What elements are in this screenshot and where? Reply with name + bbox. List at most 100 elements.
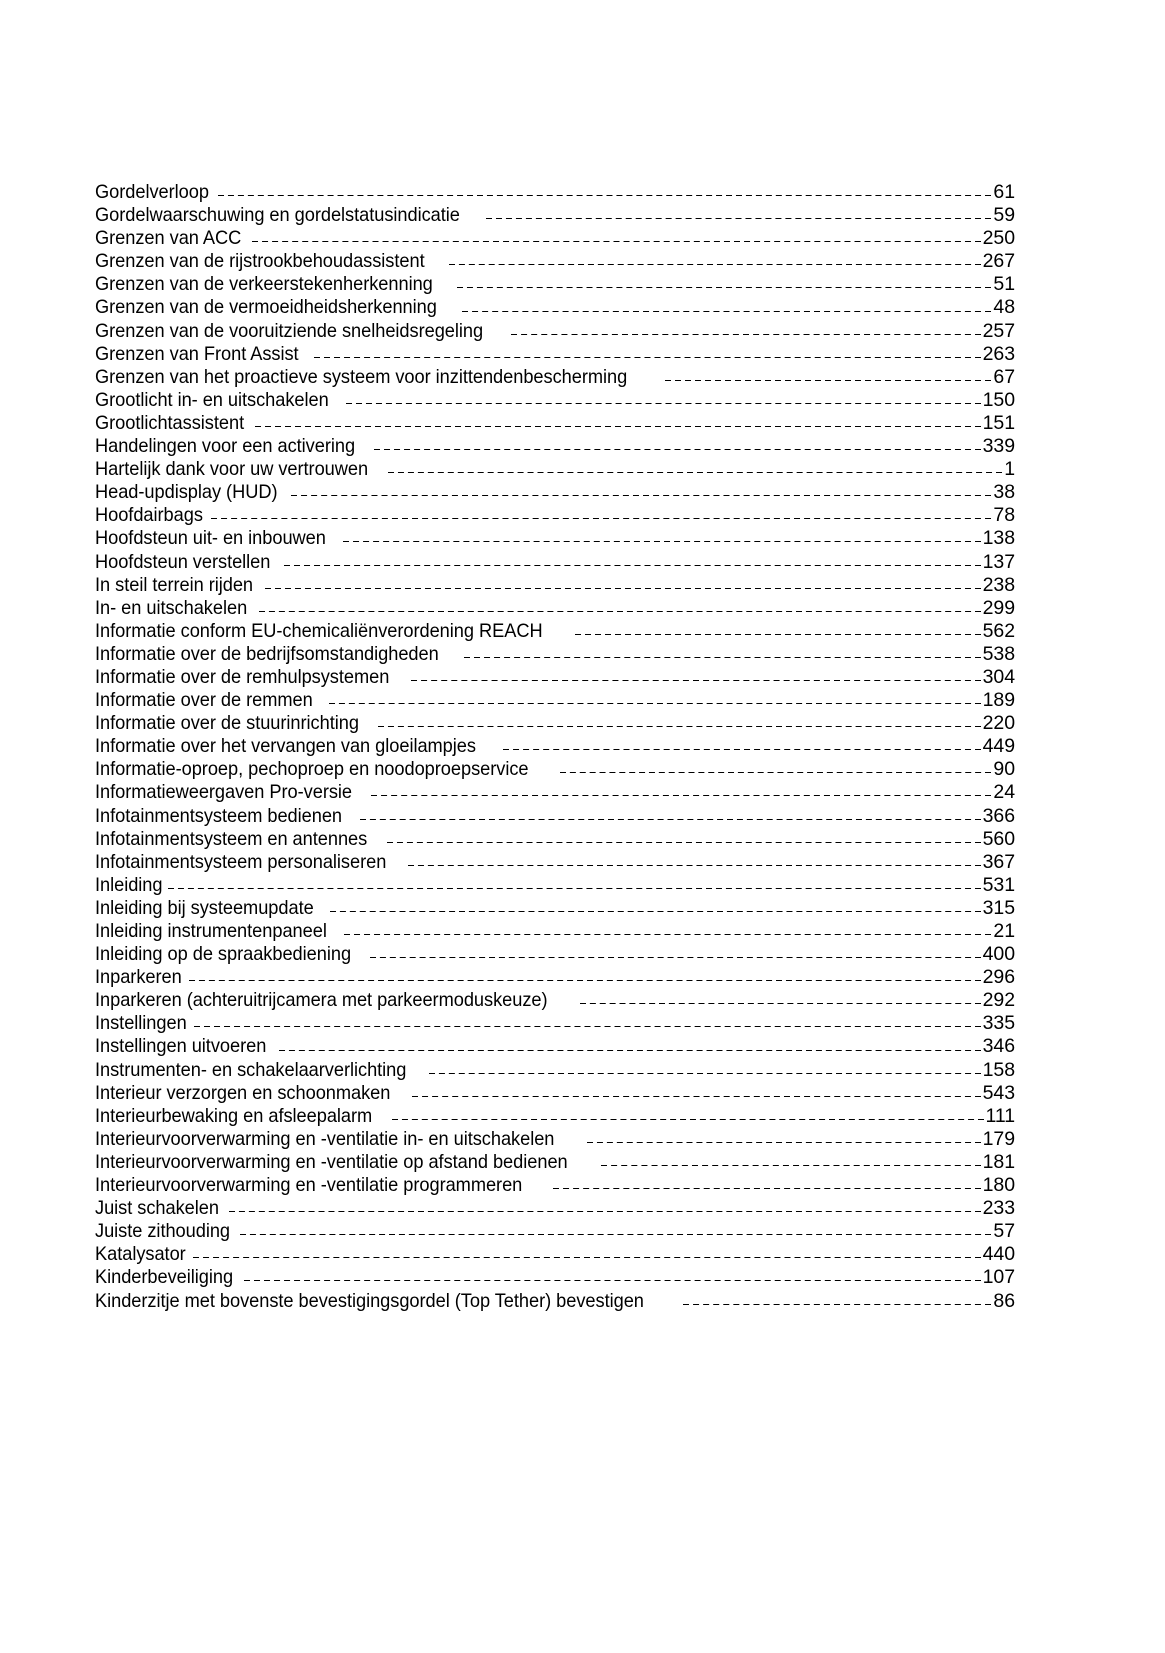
index-entry-page-number: 86 <box>993 1289 1015 1312</box>
dot-leader <box>240 1234 992 1236</box>
dot-leader <box>194 1026 981 1028</box>
index-entry[interactable]: Interieur verzorgen en schoonmaken 543 <box>95 1082 1015 1105</box>
index-entry-page-number: 250 <box>982 227 1015 250</box>
index-entry[interactable]: Handelingen voor een activering 339 <box>95 435 1015 458</box>
index-entry-title: Inleiding instrumentenpaneel <box>95 920 327 942</box>
dot-leader <box>345 402 981 404</box>
dot-leader <box>168 887 981 889</box>
dot-leader <box>574 633 981 635</box>
dot-leader <box>601 1164 981 1166</box>
index-entry[interactable]: Juiste zithouding 57 <box>95 1220 1015 1243</box>
index-entry[interactable]: Informatie conform EU-chemicaliënverorde… <box>95 620 1015 643</box>
index-entry[interactable]: Informatie over de remmen 189 <box>95 689 1015 712</box>
index-entry[interactable]: Grenzen van het proactieve systeem voor … <box>95 366 1015 389</box>
index-entry-title: Interieurbewaking en afsleepalarm <box>95 1104 373 1127</box>
index-entry[interactable]: Gordelwaarschuwing en gordelstatusindica… <box>95 204 1015 227</box>
index-entry[interactable]: Informatie over de stuurinrichting 220 <box>95 712 1015 735</box>
index-entry-title: Gordelverloop <box>95 181 209 203</box>
dot-leader <box>486 218 992 220</box>
index-entry[interactable]: Kinderbeveiliging 107 <box>95 1266 1015 1289</box>
index-entry[interactable]: Interieurvoorverwarming en -ventilatie i… <box>95 1128 1015 1151</box>
index-entry[interactable]: Interieurbewaking en afsleepalarm 111 <box>95 1105 1015 1128</box>
index-entry[interactable]: Inleiding instrumentenpaneel 21 <box>95 920 1015 943</box>
index-entry-page-number: 400 <box>982 943 1015 966</box>
index-entry[interactable]: Informatieweergaven Pro-versie 24 <box>95 781 1015 804</box>
index-entry[interactable]: Hoofdsteun verstellen 137 <box>95 551 1015 574</box>
index-entry-page-number: 181 <box>982 1150 1015 1173</box>
index-entry[interactable]: Informatie over de remhulpsystemen 304 <box>95 666 1015 689</box>
index-entry[interactable]: Inparkeren 296 <box>95 966 1015 989</box>
index-entry-page-number: 267 <box>982 250 1015 273</box>
index-entry-title: Kinderzitje met bovenste bevestigingsgor… <box>95 1289 644 1312</box>
index-entry-page-number: 346 <box>982 1035 1015 1058</box>
index-entry-page-number: 61 <box>993 181 1015 203</box>
index-entry[interactable]: Interieurvoorverwarming en -ventilatie o… <box>95 1151 1015 1174</box>
dot-leader <box>252 241 981 243</box>
index-entry-page-number: 238 <box>982 573 1015 596</box>
index-entry[interactable]: Interieurvoorverwarming en -ventilatie p… <box>95 1174 1015 1197</box>
index-entry-page-number: 90 <box>993 758 1015 781</box>
index-entry[interactable]: Head-updisplay (HUD) 38 <box>95 481 1015 504</box>
dot-leader <box>255 425 981 427</box>
index-entry[interactable]: Hoofdairbags 78 <box>95 504 1015 527</box>
index-entry[interactable]: Instrumenten- en schakelaarverlichting 15… <box>95 1059 1015 1082</box>
index-entry[interactable]: Grenzen van de verkeerstekenherkenning 51 <box>95 273 1015 296</box>
index-entry[interactable]: Grenzen van Front Assist 263 <box>95 343 1015 366</box>
index-entry-page-number: 38 <box>993 481 1015 504</box>
index-entry-title: Kinderbeveiliging <box>95 1266 234 1289</box>
index-entry-title: Grenzen van het proactieve systeem voor … <box>95 365 628 388</box>
dot-leader <box>411 1095 981 1097</box>
index-entry[interactable]: Infotainmentsysteem bedienen 366 <box>95 805 1015 828</box>
index-entry[interactable]: Inparkeren (achteruitrijcamera met parke… <box>95 989 1015 1012</box>
index-entry[interactable]: Infotainmentsysteem personaliseren 367 <box>95 851 1015 874</box>
index-entry[interactable]: Instellingen 335 <box>95 1012 1015 1035</box>
dot-leader <box>329 910 981 912</box>
index-entry[interactable]: Infotainmentsysteem en antennes 560 <box>95 828 1015 851</box>
index-entry[interactable]: Kinderzitje met bovenste bevestigingsgor… <box>95 1290 1015 1313</box>
dot-leader <box>387 841 981 843</box>
index-entry[interactable]: Grootlichtassistent 151 <box>95 412 1015 435</box>
index-entry-page-number: 296 <box>982 966 1015 989</box>
index-entry-title: Infotainmentsysteem bedienen <box>95 804 343 827</box>
index-entry[interactable]: Grootlicht in- en uitschakelen 150 <box>95 389 1015 412</box>
index-entry-title: Instellingen uitvoeren <box>95 1035 267 1058</box>
index-entry[interactable]: Grenzen van de rijstrookbehoudassistent 2… <box>95 250 1015 273</box>
index-entry-title: Infotainmentsysteem personaliseren <box>95 850 387 873</box>
index-entry[interactable]: Inleiding op de spraakbediening 400 <box>95 943 1015 966</box>
index-entry[interactable]: Grenzen van de vooruitziende snelheidsre… <box>95 320 1015 343</box>
dot-leader <box>265 587 981 589</box>
index-entry[interactable]: Informatie-oproep, pechoproep en noodopr… <box>95 758 1015 781</box>
dot-leader <box>552 1188 981 1190</box>
index-entry[interactable]: Instellingen uitvoeren 346 <box>95 1035 1015 1058</box>
index-entry[interactable]: Inleiding 531 <box>95 874 1015 897</box>
index-entry[interactable]: Informatie over het vervangen van gloeil… <box>95 735 1015 758</box>
dot-leader <box>360 818 981 820</box>
index-entry-title: Interieurvoorverwarming en -ventilatie i… <box>95 1127 555 1150</box>
dot-leader <box>217 195 992 197</box>
dot-leader <box>587 1141 981 1143</box>
dot-leader <box>511 333 981 335</box>
index-entry-page-number: 449 <box>982 735 1015 758</box>
index-entry[interactable]: Katalysator 440 <box>95 1243 1015 1266</box>
index-entry-page-number: 315 <box>982 896 1015 919</box>
index-entry-page-number: 1 <box>1004 458 1015 481</box>
index-entry[interactable]: Informatie over de bedrijfsomstandighede… <box>95 643 1015 666</box>
index-entry-title: Inparkeren (achteruitrijcamera met parke… <box>95 989 548 1012</box>
index-entry-title: Informatie-oproep, pechoproep en noodopr… <box>95 758 529 781</box>
dot-leader <box>503 749 981 751</box>
index-entry-page-number: 367 <box>982 850 1015 873</box>
index-entry[interactable]: In- en uitschakelen 299 <box>95 597 1015 620</box>
index-entry[interactable]: Grenzen van ACC 250 <box>95 227 1015 250</box>
index-entry[interactable]: In steil terrein rijden 238 <box>95 574 1015 597</box>
dot-leader <box>388 472 1003 474</box>
dot-leader <box>188 980 981 982</box>
index-entry[interactable]: Hoofdsteun uit- en inbouwen 138 <box>95 527 1015 550</box>
index-entry[interactable]: Inleiding bij systeemupdate 315 <box>95 897 1015 920</box>
index-entry[interactable]: Grenzen van de vermoeidheidsherkenning 48 <box>95 296 1015 319</box>
index-entry-title: Grenzen van de vooruitziende snelheidsre… <box>95 319 484 342</box>
index-entry-title: Instellingen <box>95 1012 187 1035</box>
index-entry[interactable]: Gordelverloop 61 <box>95 181 1015 204</box>
index-entry[interactable]: Hartelijk dank voor uw vertrouwen 1 <box>95 458 1015 481</box>
index-entry[interactable]: Juist schakelen 233 <box>95 1197 1015 1220</box>
